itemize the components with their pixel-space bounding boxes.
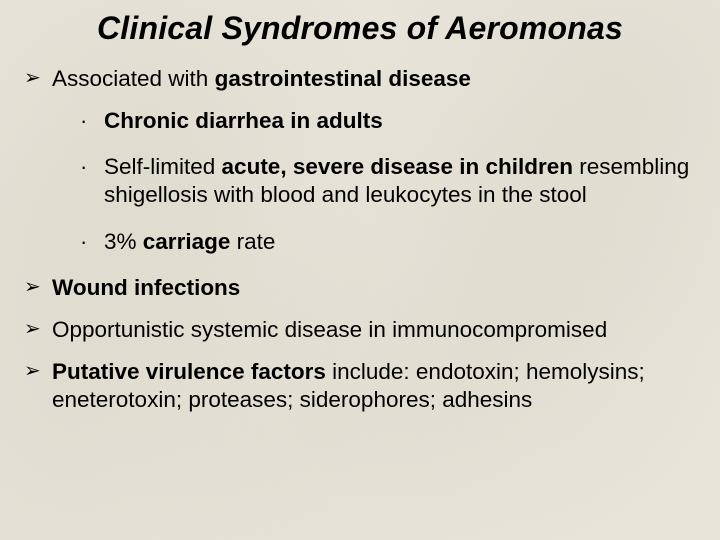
bullet-level2: ·3% carriage rate [22,228,698,256]
dot-icon: · [80,153,104,181]
bullet-level2: ·Self-limited acute, severe disease in c… [22,153,698,209]
bullet-text: Chronic diarrhea in adults [104,107,698,135]
dot-icon: · [80,228,104,256]
dot-icon: · [80,107,104,135]
bullet-level2: ·Chronic diarrhea in adults [22,107,698,135]
slide-body: ➢Associated with gastrointestinal diseas… [22,65,698,414]
bullet-level1: ➢Wound infections [22,274,698,302]
bullet-level1: ➢Opportunistic systemic disease in immun… [22,316,698,344]
arrow-icon: ➢ [24,65,52,91]
arrow-icon: ➢ [24,358,52,384]
bullet-text: Putative virulence factors include: endo… [52,358,698,414]
bullet-text: 3% carriage rate [104,228,698,256]
bullet-level1: ➢Putative virulence factors include: end… [22,358,698,414]
bullet-level1: ➢Associated with gastrointestinal diseas… [22,65,698,93]
bullet-text: Wound infections [52,274,698,302]
slide-title: Clinical Syndromes of Aeromonas [22,10,698,47]
bullet-text: Opportunistic systemic disease in immuno… [52,316,698,344]
arrow-icon: ➢ [24,274,52,300]
arrow-icon: ➢ [24,316,52,342]
bullet-text: Self-limited acute, severe disease in ch… [104,153,698,209]
bullet-text: Associated with gastrointestinal disease [52,65,698,93]
